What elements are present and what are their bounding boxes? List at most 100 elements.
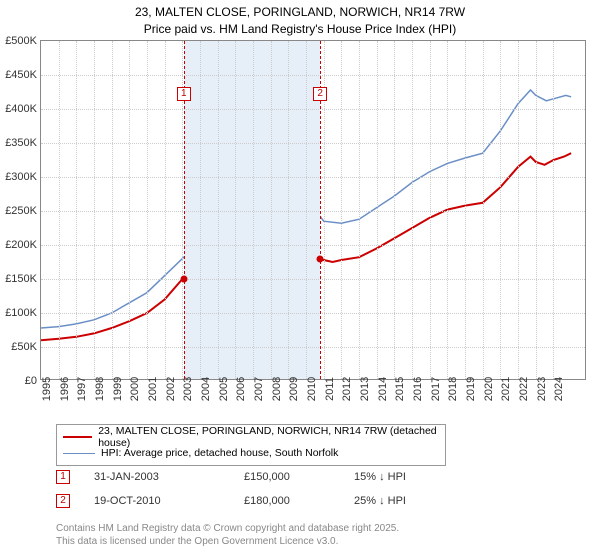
gridline-vertical [412,41,413,379]
x-axis-label: 2010 [306,377,318,401]
gridline-vertical [306,41,307,379]
x-axis-label: 2013 [359,377,371,401]
gridline-vertical [94,41,95,379]
y-axis-label: £350K [1,137,37,149]
y-axis-label: £0 [1,375,37,387]
gridline-horizontal [41,177,585,178]
gridline-vertical [394,41,395,379]
chart-container: 23, MALTEN CLOSE, PORINGLAND, NORWICH, N… [0,0,600,560]
legend-label: HPI: Average price, detached house, Sout… [101,447,338,459]
x-axis-label: 2022 [518,377,530,401]
gridline-vertical [129,41,130,379]
sale-delta: 15% ↓ HPI [354,471,464,483]
x-axis-label: 2008 [271,377,283,401]
x-axis-label: 2021 [500,377,512,401]
footnote: Contains HM Land Registry data © Crown c… [56,522,399,548]
y-axis-label: £450K [1,69,37,81]
legend-swatch [63,436,92,438]
gridline-horizontal [41,75,585,76]
x-axis-label: 2015 [394,377,406,401]
gridline-vertical [112,41,113,379]
y-axis-label: £400K [1,103,37,115]
x-axis-label: 2005 [218,377,230,401]
marker-box: 1 [177,87,191,101]
x-axis-label: 2012 [341,377,353,401]
x-axis-label: 2016 [412,377,424,401]
x-axis-label: 2017 [430,377,442,401]
sale-date: 31-JAN-2003 [94,471,244,483]
sale-delta: 25% ↓ HPI [354,495,464,507]
x-axis-label: 1997 [76,377,88,401]
gridline-horizontal [41,347,585,348]
legend-row: 23, MALTEN CLOSE, PORINGLAND, NORWICH, N… [63,429,439,445]
x-axis-label: 2023 [536,377,548,401]
x-axis-label: 2002 [165,377,177,401]
gridline-horizontal [41,313,585,314]
gridline-vertical [76,41,77,379]
x-axis-label: 2014 [377,377,389,401]
gridline-vertical [465,41,466,379]
gridline-vertical [500,41,501,379]
sale-price: £150,000 [244,471,354,483]
gridline-vertical [147,41,148,379]
sale-row: 1 31-JAN-2003£150,00015% ↓ HPI [56,470,464,484]
title-line2: Price paid vs. HM Land Registry's House … [144,22,456,36]
footnote-line2: This data is licensed under the Open Gov… [56,536,338,547]
x-axis-label: 1998 [94,377,106,401]
x-axis-label: 2024 [553,377,565,401]
y-axis-label: £250K [1,205,37,217]
gridline-horizontal [41,143,585,144]
gridline-vertical [271,41,272,379]
legend-label: 23, MALTEN CLOSE, PORINGLAND, NORWICH, N… [98,425,439,449]
legend: 23, MALTEN CLOSE, PORINGLAND, NORWICH, N… [56,424,446,466]
x-axis-label: 2000 [129,377,141,401]
gridline-vertical [59,41,60,379]
y-axis-label: £150K [1,273,37,285]
gridline-horizontal [41,109,585,110]
legend-swatch [63,453,95,454]
plot-area: £0£50K£100K£150K£200K£250K£300K£350K£400… [40,40,586,380]
gridline-vertical [518,41,519,379]
y-axis-label: £300K [1,171,37,183]
gridline-vertical [288,41,289,379]
gridline-vertical [447,41,448,379]
sale-marker-box: 1 [56,470,70,484]
gridline-vertical [165,41,166,379]
gridline-vertical [218,41,219,379]
gridline-horizontal [41,211,585,212]
gridline-vertical [359,41,360,379]
gridline-vertical [253,41,254,379]
title-line1: 23, MALTEN CLOSE, PORINGLAND, NORWICH, N… [135,5,465,19]
y-axis-label: £200K [1,239,37,251]
x-axis-label: 1996 [59,377,71,401]
gridline-vertical [377,41,378,379]
x-axis-label: 2007 [253,377,265,401]
marker-box: 2 [313,87,327,101]
gridline-vertical [483,41,484,379]
gridline-vertical [553,41,554,379]
x-axis-label: 2003 [182,377,194,401]
sale-date: 19-OCT-2010 [94,495,244,507]
gridline-vertical [200,41,201,379]
gridline-vertical [235,41,236,379]
gridline-horizontal [41,279,585,280]
x-axis-label: 1999 [112,377,124,401]
x-axis-label: 2006 [235,377,247,401]
x-axis-label: 1995 [41,377,53,401]
footnote-line1: Contains HM Land Registry data © Crown c… [56,523,399,534]
x-axis-label: 2011 [324,377,336,401]
x-axis-label: 2020 [483,377,495,401]
sale-period-band [184,41,320,379]
x-axis-label: 2001 [147,377,159,401]
chart-title: 23, MALTEN CLOSE, PORINGLAND, NORWICH, N… [0,0,600,38]
gridline-vertical [430,41,431,379]
x-axis-label: 2009 [288,377,300,401]
y-axis-label: £500K [1,35,37,47]
x-axis-label: 2019 [465,377,477,401]
sale-marker-box: 2 [56,494,70,508]
x-axis-label: 2004 [200,377,212,401]
gridline-horizontal [41,245,585,246]
y-axis-label: £50K [1,341,37,353]
y-axis-label: £100K [1,307,37,319]
gridline-vertical [536,41,537,379]
